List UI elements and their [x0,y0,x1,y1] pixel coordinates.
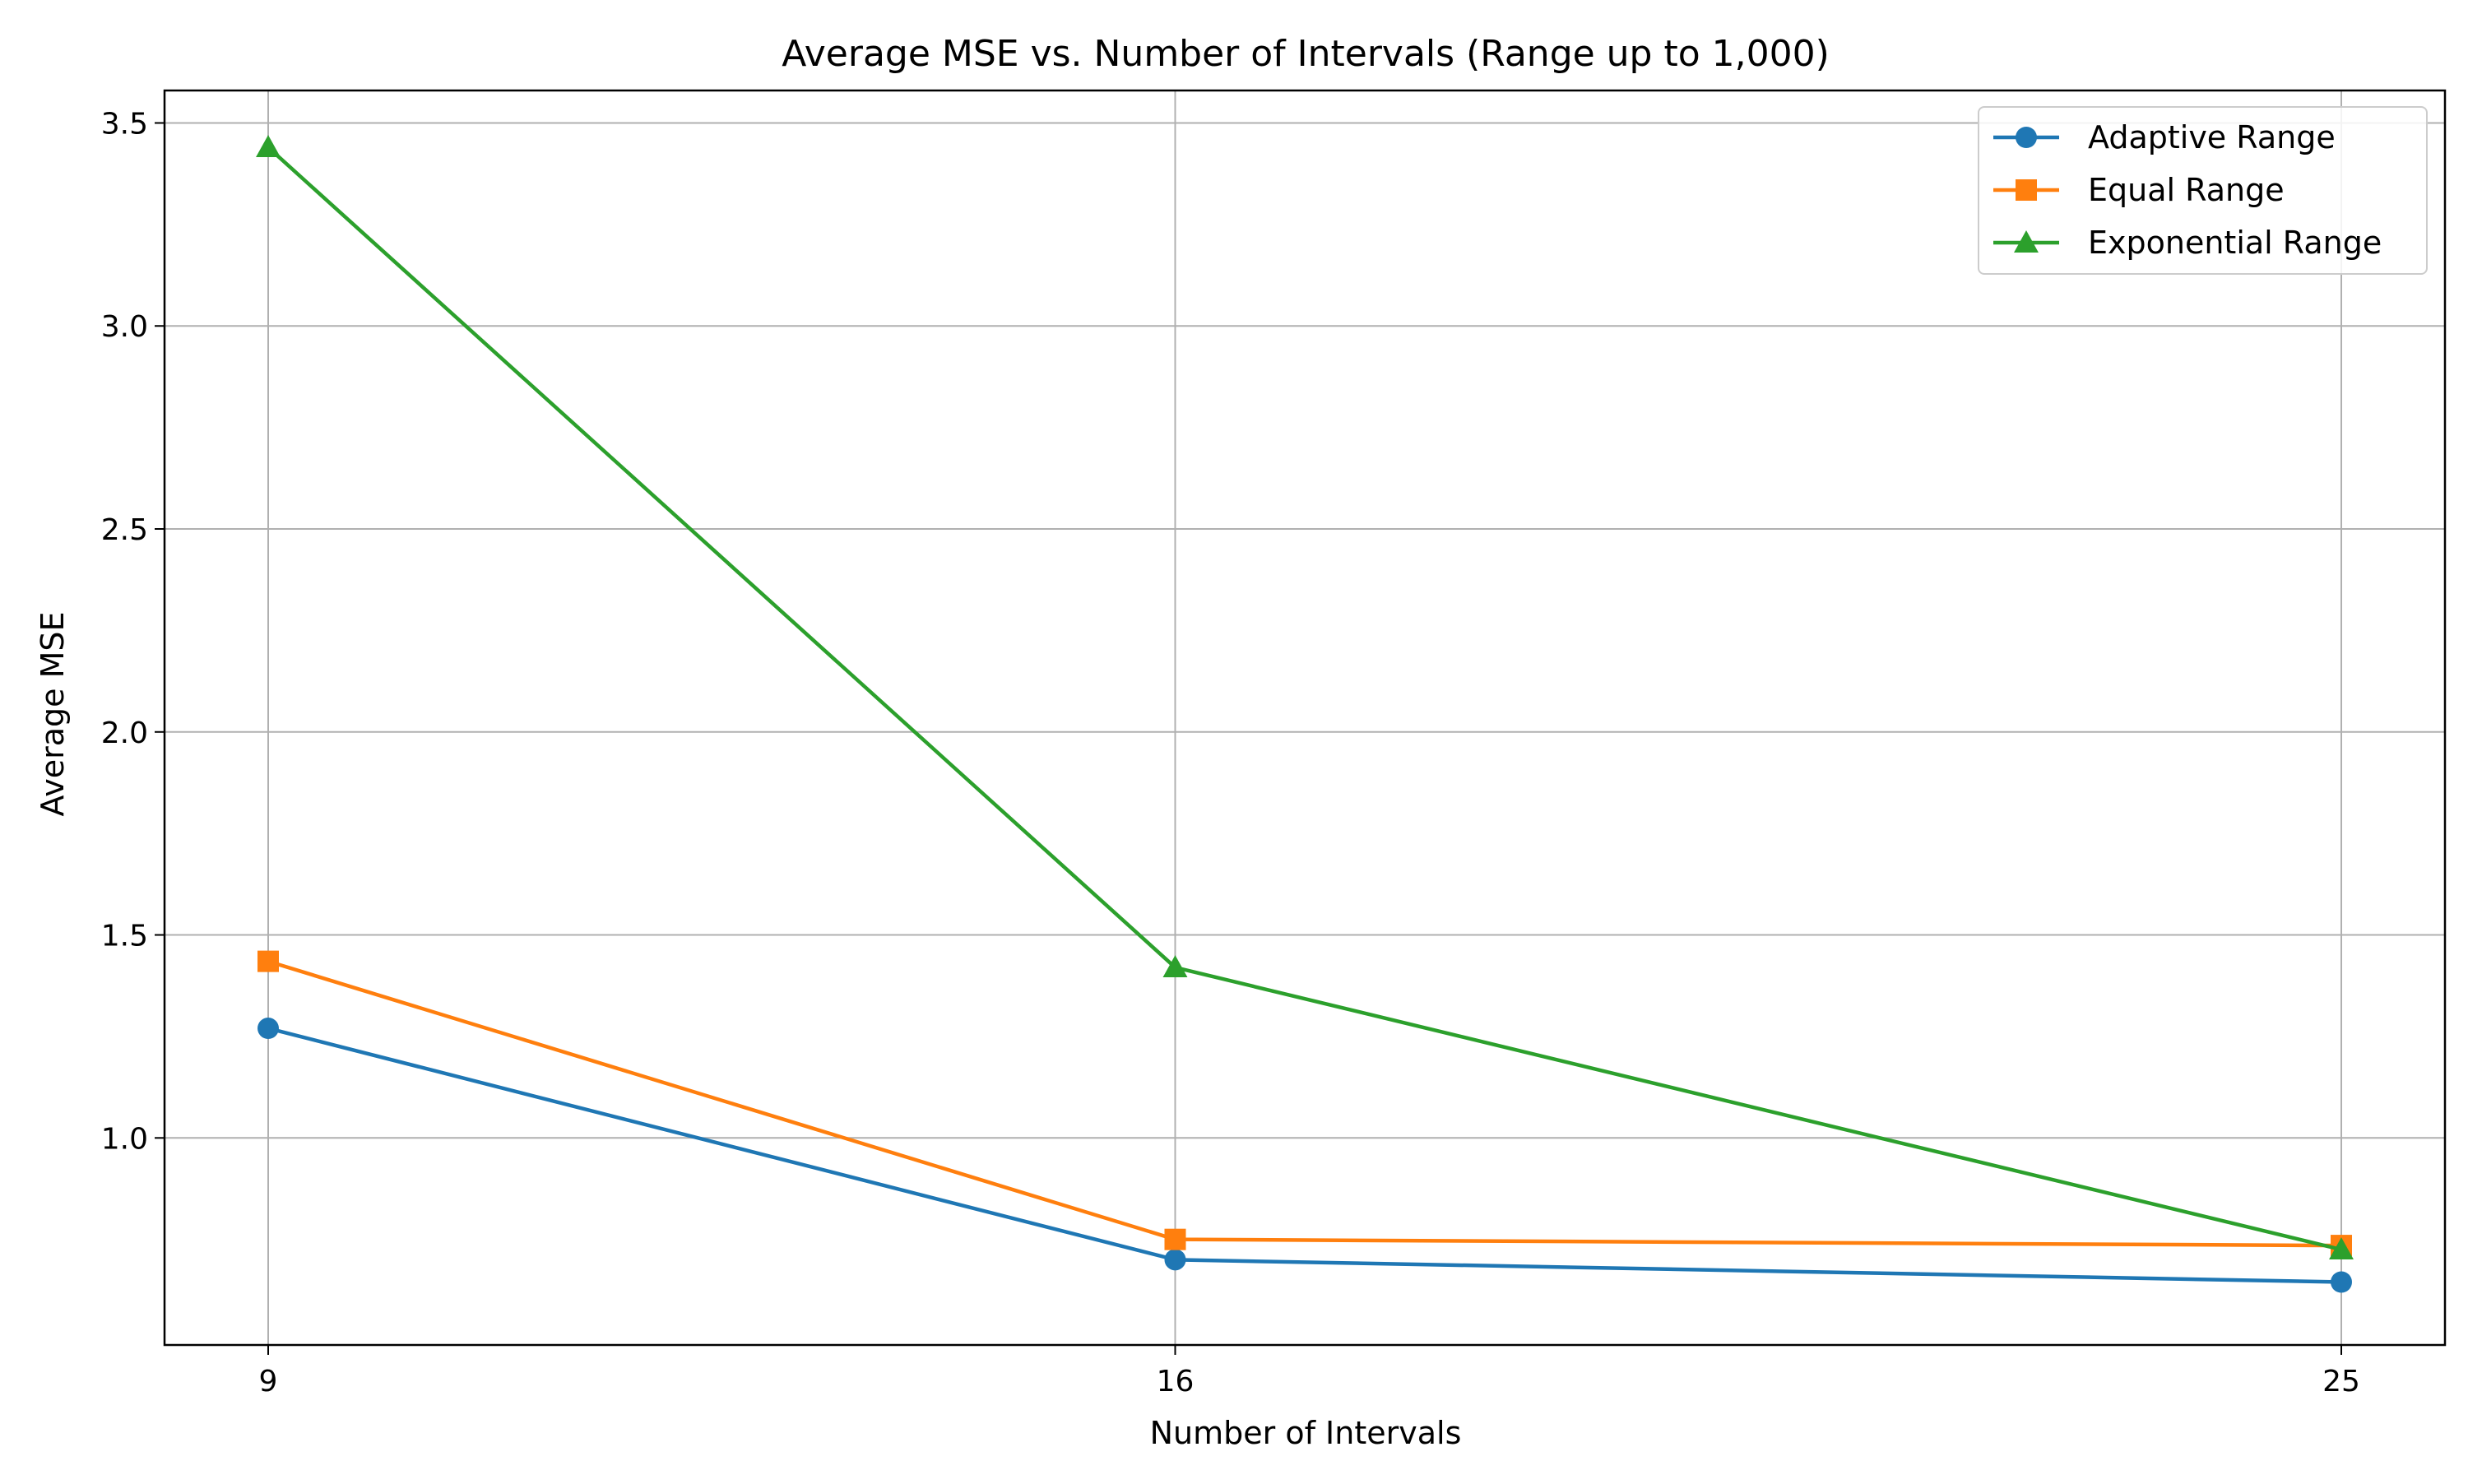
x-axis-label: Number of Intervals [1150,1415,1462,1451]
grid-lines [165,90,2445,1345]
y-tick-label: 2.0 [101,716,148,750]
legend-item-adaptive-range: Adaptive Range [1993,119,2336,155]
legend-label: Exponential Range [2088,225,2382,261]
legend-item-equal-range: Equal Range [1993,172,2285,208]
series-exponential-range [256,135,2354,1259]
x-tick-label: 16 [1157,1365,1195,1398]
data-point-exponential-range [1162,955,1188,977]
legend-frame [1978,106,2428,275]
legend-swatch-marker [2016,127,2037,148]
plot-series [256,135,2354,1293]
data-point-exponential-range [2329,1237,2354,1259]
y-tick-label: 3.0 [101,310,148,344]
y-tick-label: 1.0 [101,1122,148,1156]
y-tick-label: 2.5 [101,513,148,547]
y-axis-label: Average MSE [35,611,71,816]
axis-ticks: 9 16 25 1.0 1.5 2.0 2.5 3.0 3.5 [101,107,2360,1398]
legend-label: Equal Range [2088,172,2285,208]
data-point-equal-range [1164,1228,1186,1250]
y-tick-label: 1.5 [101,920,148,953]
series-adaptive-range [257,1018,2352,1293]
x-tick-label: 9 [259,1365,278,1398]
legend-swatch-marker [2016,179,2037,201]
legend-swatch-marker [2014,230,2039,253]
data-point-adaptive-range [2331,1271,2352,1293]
legend-item-exponential-range: Exponential Range [1993,225,2382,261]
data-point-equal-range [257,950,279,972]
x-tick-label: 25 [2322,1365,2360,1398]
y-tick-label: 3.5 [101,107,148,141]
chart-title: Average MSE vs. Number of Intervals (Ran… [782,33,1830,75]
data-point-exponential-range [256,135,281,158]
data-point-adaptive-range [1164,1249,1186,1271]
plot-frame [163,89,2447,1347]
legend: Adaptive Range Equal Range Exponential Ran… [1978,106,2428,275]
data-point-adaptive-range [257,1018,279,1040]
legend-label: Adaptive Range [2088,119,2336,155]
